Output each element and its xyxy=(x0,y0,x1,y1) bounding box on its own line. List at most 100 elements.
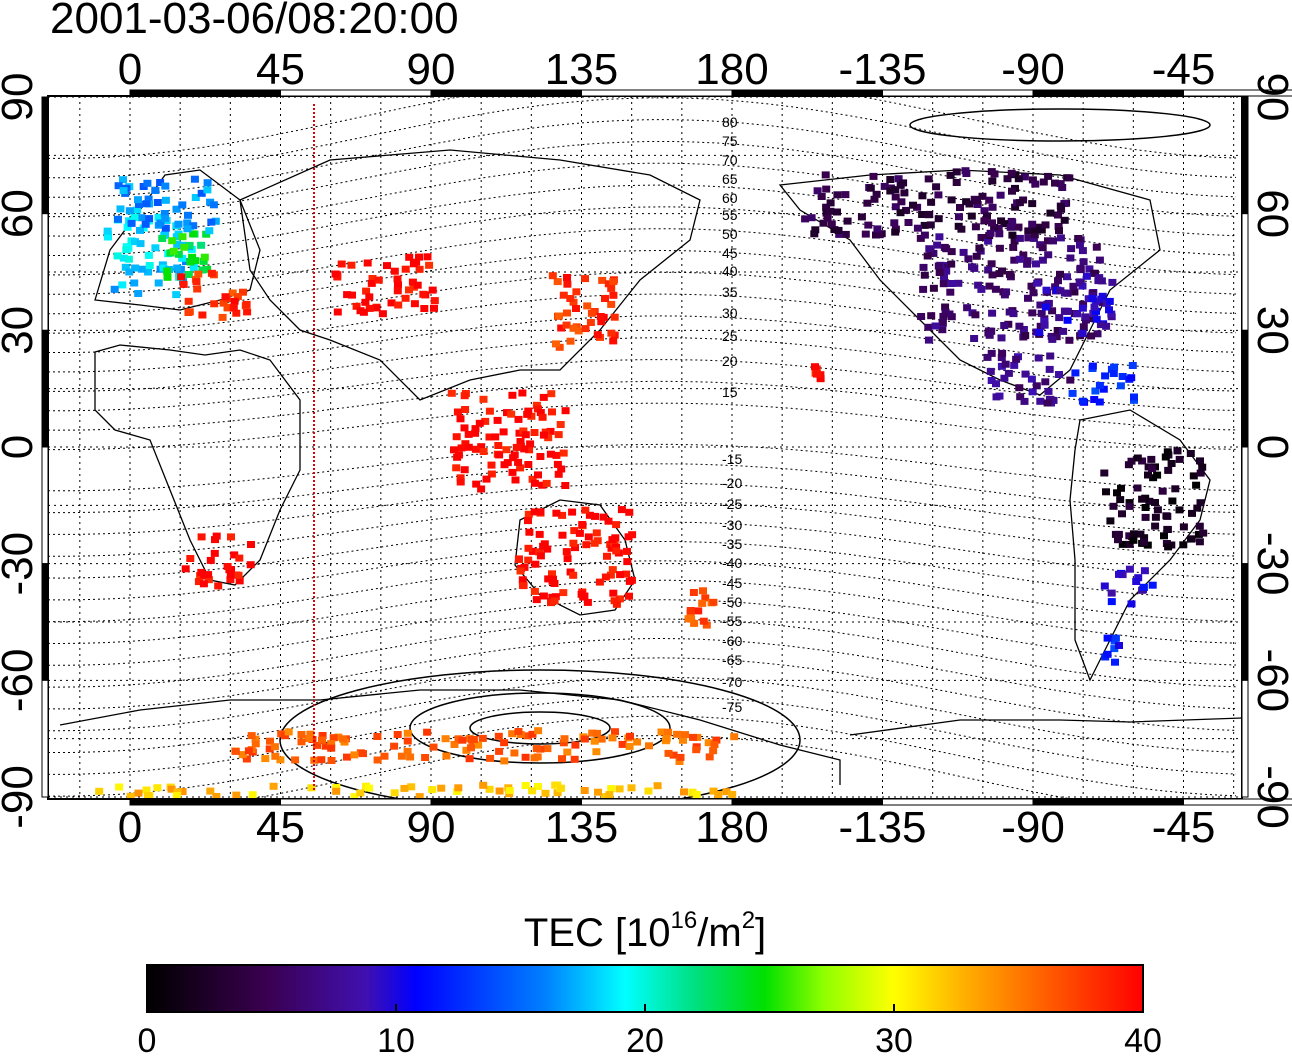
tec-cell xyxy=(1151,513,1160,521)
tec-cell xyxy=(242,755,251,763)
tec-cell xyxy=(405,253,414,261)
tec-cell xyxy=(266,737,274,745)
tec-cell xyxy=(114,215,122,223)
tec-cell xyxy=(523,410,532,418)
tec-cell xyxy=(203,179,212,187)
tec-cell xyxy=(531,560,540,568)
tec-cell xyxy=(1173,447,1182,455)
tec-cell xyxy=(1060,289,1069,297)
tec-cell xyxy=(1138,457,1147,465)
tec-cell xyxy=(622,570,631,578)
contour-line xyxy=(48,443,1237,492)
tec-cell xyxy=(557,465,566,473)
tec-cell xyxy=(332,787,341,795)
tec-cell xyxy=(553,789,562,797)
tec-cell xyxy=(1110,363,1119,371)
tec-cell xyxy=(205,227,214,235)
tec-cell xyxy=(1115,570,1123,578)
tec-cell xyxy=(226,571,235,578)
tec-cell xyxy=(1056,287,1065,295)
tec-cell xyxy=(130,238,139,246)
tec-cell xyxy=(563,274,571,281)
tec-cell xyxy=(699,587,707,595)
tec-cell xyxy=(924,323,933,331)
tec-cell xyxy=(1151,499,1159,506)
tec-cell xyxy=(917,313,926,320)
tec-cell xyxy=(327,740,336,748)
tec-cell xyxy=(841,230,850,238)
tec-cell xyxy=(607,284,616,292)
contour-label: -30 xyxy=(722,517,742,533)
tec-cell xyxy=(1075,278,1084,286)
tec-cell xyxy=(1054,277,1062,285)
tec-cell xyxy=(474,741,483,749)
tec-cell xyxy=(987,377,996,384)
tec-cell xyxy=(1095,381,1104,389)
tec-cell xyxy=(1040,321,1049,329)
tec-cell xyxy=(555,312,563,320)
frame-tick xyxy=(1241,446,1249,565)
tec-cell xyxy=(512,443,521,451)
tec-cell xyxy=(970,335,979,342)
tec-cell xyxy=(544,575,553,583)
tec-cell xyxy=(479,781,488,789)
tec-cell xyxy=(534,471,542,479)
tec-cell xyxy=(204,576,213,584)
tec-cell xyxy=(304,735,313,742)
tec-cell xyxy=(971,223,980,231)
tec-cell xyxy=(1141,513,1150,521)
tec-cell xyxy=(1008,231,1017,239)
tec-cell xyxy=(626,732,634,740)
tec-cell xyxy=(679,736,687,744)
tec-cell xyxy=(207,218,216,226)
tec-cell xyxy=(410,300,419,308)
tec-cell xyxy=(612,600,621,608)
tec-cell xyxy=(227,533,235,541)
tec-cell xyxy=(125,268,134,276)
tec-cell xyxy=(1116,496,1125,504)
tec-cell xyxy=(499,428,508,436)
tec-cell xyxy=(133,206,142,214)
tec-cell xyxy=(532,401,541,409)
tec-cell xyxy=(1095,256,1104,264)
tec-cell xyxy=(141,220,150,228)
tec-cell xyxy=(321,742,330,750)
tec-cell xyxy=(985,282,994,290)
lon-tick-top: 180 xyxy=(695,45,768,94)
tec-cell xyxy=(1079,258,1088,266)
tec-cell xyxy=(1023,257,1032,265)
tec-cell xyxy=(927,198,936,206)
tec-cell xyxy=(938,318,947,326)
lon-tick-top: 0 xyxy=(118,45,142,94)
tec-cell xyxy=(1147,455,1156,463)
tec-cell xyxy=(984,266,993,274)
contour-label: -50 xyxy=(722,594,742,610)
tec-cell xyxy=(1153,506,1162,514)
tec-cell xyxy=(592,529,601,537)
tec-cell xyxy=(1003,175,1012,183)
tec-cell xyxy=(1090,396,1099,403)
tec-cell xyxy=(291,756,300,764)
tec-cell xyxy=(1148,581,1157,589)
tec-cell xyxy=(481,417,490,425)
tec-cell xyxy=(210,549,219,557)
polar-contour xyxy=(469,711,611,745)
tec-cell xyxy=(931,322,940,330)
tec-cell xyxy=(609,589,618,597)
tec-cell xyxy=(978,192,987,200)
tec-cell xyxy=(559,589,568,597)
tec-cell xyxy=(332,784,341,791)
tec-cell xyxy=(454,784,463,792)
tec-cell xyxy=(183,219,192,227)
tec-cell xyxy=(401,265,410,273)
tec-cell xyxy=(1196,457,1204,465)
tec-cell xyxy=(542,479,551,487)
tec-cell xyxy=(153,199,162,206)
tec-cell xyxy=(1036,397,1045,405)
tec-cell xyxy=(1045,365,1054,373)
tec-cell xyxy=(1027,282,1036,290)
contour-label: 40 xyxy=(722,263,738,279)
tec-cell xyxy=(596,313,605,320)
tec-cell xyxy=(356,789,365,797)
tec-cell xyxy=(1066,376,1075,384)
